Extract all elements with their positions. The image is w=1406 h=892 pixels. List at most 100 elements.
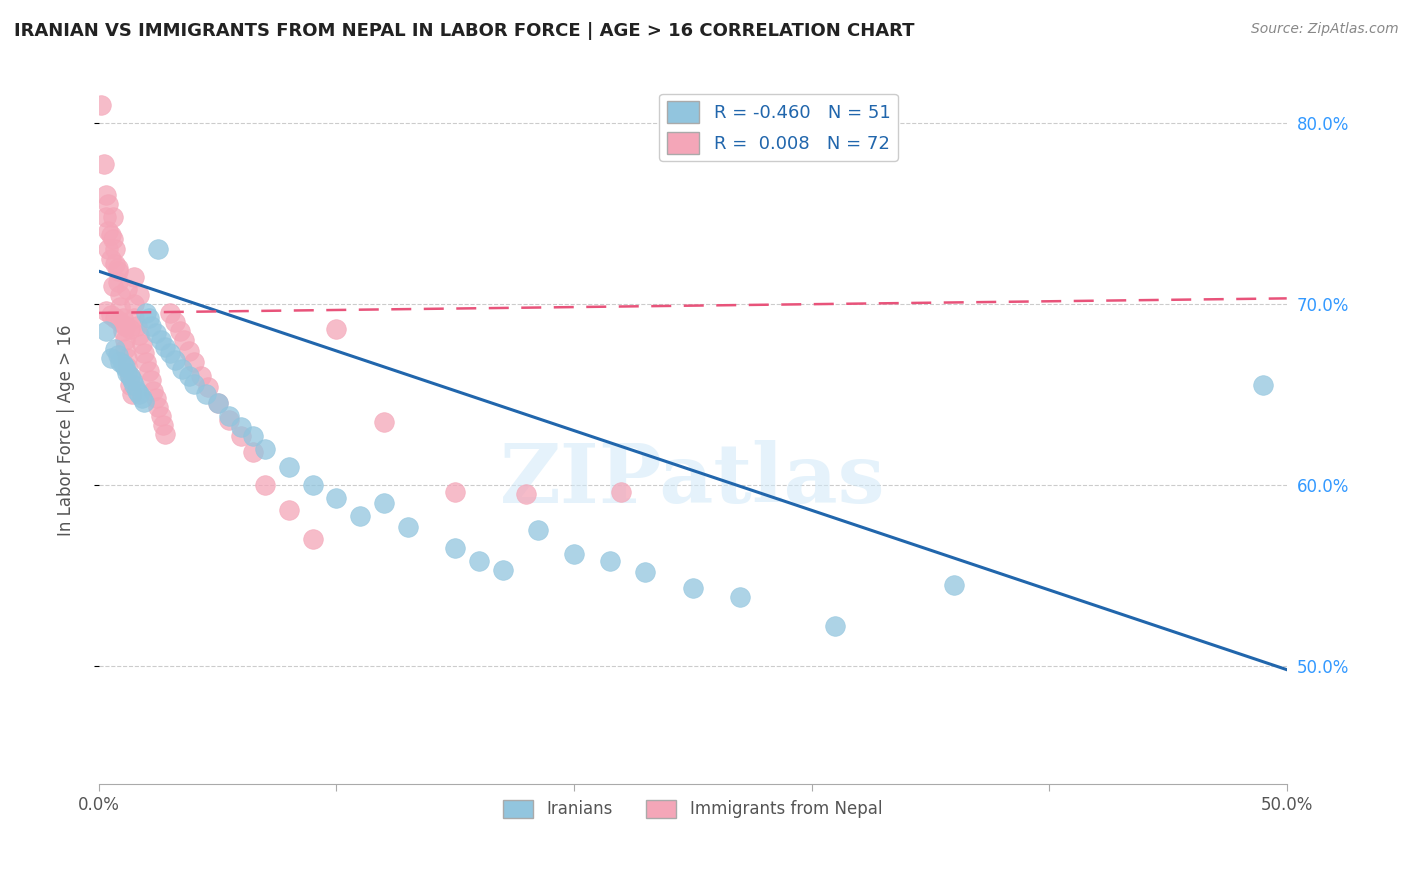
Point bbox=[128, 287, 150, 301]
Point bbox=[94, 210, 117, 224]
Point bbox=[599, 554, 621, 568]
Point bbox=[1251, 378, 1274, 392]
Point bbox=[121, 387, 143, 401]
Point bbox=[124, 269, 146, 284]
Point bbox=[163, 353, 186, 368]
Point bbox=[177, 343, 200, 358]
Point bbox=[170, 362, 193, 376]
Point bbox=[145, 391, 167, 405]
Y-axis label: In Labor Force | Age > 16: In Labor Force | Age > 16 bbox=[58, 325, 75, 536]
Point bbox=[117, 351, 139, 366]
Point bbox=[610, 485, 633, 500]
Point bbox=[301, 478, 323, 492]
Point bbox=[943, 577, 966, 591]
Point bbox=[97, 243, 120, 257]
Point bbox=[148, 243, 170, 257]
Point bbox=[218, 413, 240, 427]
Point bbox=[104, 243, 127, 257]
Point bbox=[107, 347, 129, 361]
Point bbox=[325, 491, 347, 505]
Point bbox=[396, 519, 419, 533]
Point bbox=[194, 387, 217, 401]
Point bbox=[149, 409, 172, 423]
Point bbox=[373, 415, 395, 429]
Point bbox=[124, 378, 146, 392]
Point bbox=[124, 297, 146, 311]
Point bbox=[104, 257, 127, 271]
Point bbox=[100, 351, 122, 366]
Point bbox=[138, 364, 160, 378]
Point bbox=[93, 157, 115, 171]
Point bbox=[301, 533, 323, 547]
Point bbox=[492, 563, 515, 577]
Text: IRANIAN VS IMMIGRANTS FROM NEPAL IN LABOR FORCE | AGE > 16 CORRELATION CHART: IRANIAN VS IMMIGRANTS FROM NEPAL IN LABO… bbox=[14, 22, 914, 40]
Point bbox=[117, 366, 139, 380]
Point bbox=[277, 503, 299, 517]
Point bbox=[118, 322, 141, 336]
Point bbox=[114, 318, 136, 333]
Point bbox=[128, 327, 150, 342]
Point bbox=[634, 565, 657, 579]
Point bbox=[101, 232, 124, 246]
Point bbox=[104, 342, 127, 356]
Point bbox=[117, 282, 139, 296]
Point bbox=[108, 301, 131, 315]
Point bbox=[97, 197, 120, 211]
Point bbox=[132, 394, 155, 409]
Point bbox=[730, 591, 752, 605]
Point bbox=[101, 278, 124, 293]
Point bbox=[139, 318, 162, 333]
Point bbox=[94, 188, 117, 202]
Point bbox=[155, 427, 177, 442]
Point bbox=[148, 400, 170, 414]
Point bbox=[145, 326, 167, 340]
Point bbox=[242, 429, 264, 443]
Point bbox=[100, 308, 122, 322]
Point bbox=[254, 478, 277, 492]
Point bbox=[118, 369, 141, 384]
Point bbox=[254, 442, 277, 456]
Point bbox=[128, 387, 150, 401]
Point bbox=[101, 210, 124, 224]
Point bbox=[159, 345, 181, 359]
Point bbox=[152, 418, 174, 433]
Point bbox=[138, 311, 160, 326]
Point bbox=[207, 396, 229, 410]
Point bbox=[562, 547, 585, 561]
Point bbox=[135, 306, 157, 320]
Point bbox=[125, 318, 148, 333]
Point bbox=[104, 311, 127, 326]
Text: ZIPatlas: ZIPatlas bbox=[501, 440, 886, 520]
Point bbox=[190, 369, 212, 384]
Point bbox=[242, 445, 264, 459]
Point bbox=[231, 420, 253, 434]
Point bbox=[94, 324, 117, 338]
Point bbox=[125, 384, 148, 398]
Point bbox=[325, 322, 347, 336]
Point bbox=[131, 391, 153, 405]
Point bbox=[121, 373, 143, 387]
Point bbox=[118, 378, 141, 392]
Point bbox=[132, 345, 155, 359]
Point bbox=[468, 554, 491, 568]
Point bbox=[159, 306, 181, 320]
Point bbox=[107, 260, 129, 275]
Point bbox=[111, 311, 134, 326]
Point bbox=[444, 541, 467, 556]
Point bbox=[218, 409, 240, 423]
Point bbox=[169, 324, 191, 338]
Point bbox=[107, 264, 129, 278]
Point bbox=[114, 360, 136, 375]
Point bbox=[111, 324, 134, 338]
Point bbox=[515, 487, 537, 501]
Point bbox=[124, 311, 146, 326]
Point bbox=[111, 357, 134, 371]
Point bbox=[682, 581, 704, 595]
Text: Source: ZipAtlas.com: Source: ZipAtlas.com bbox=[1251, 22, 1399, 37]
Point bbox=[183, 376, 205, 391]
Point bbox=[197, 380, 219, 394]
Point bbox=[117, 360, 139, 375]
Point bbox=[114, 342, 136, 356]
Point bbox=[444, 485, 467, 500]
Point bbox=[114, 333, 136, 347]
